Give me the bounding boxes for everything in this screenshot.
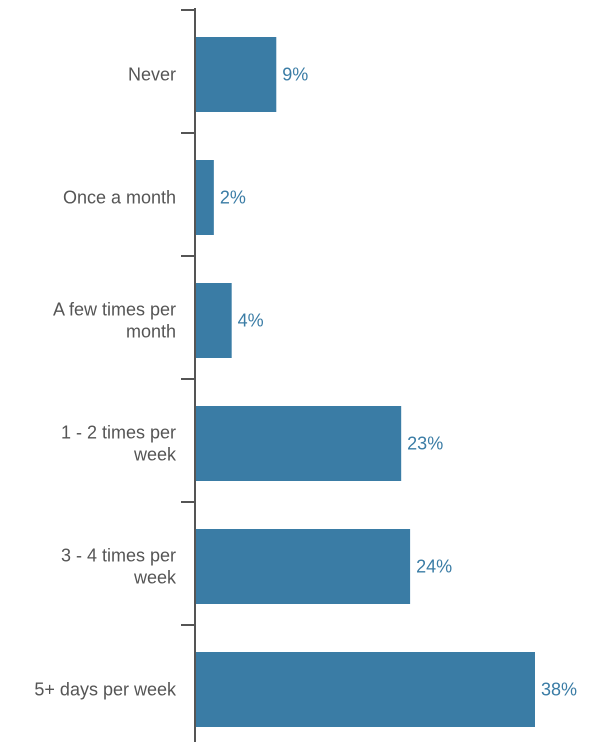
category-label: 1 - 2 times per [61,423,176,443]
data-label: 4% [238,311,264,331]
category-label: Never [128,65,176,85]
category-label: 5+ days per week [34,680,177,700]
data-label: 23% [407,434,443,454]
y-axis [181,8,196,742]
category-label: Once a month [63,188,176,208]
bar-4 [196,529,411,604]
data-label: 2% [220,188,246,208]
bar-3 [196,406,402,481]
category-label: A few times per [53,300,176,320]
data-label: 24% [416,557,452,577]
data-label: 9% [282,65,308,85]
bars [196,37,535,727]
bar-1 [196,160,214,235]
category-label: 3 - 4 times per [61,546,176,566]
bar-2 [196,283,232,358]
bar-5 [196,652,535,727]
data-label: 38% [541,680,577,700]
value-labels: 9% 2% 4% 23% 24% 38% [220,65,577,700]
category-label: month [126,322,176,342]
category-label: week [133,568,177,588]
category-label: week [133,445,177,465]
bar-0 [196,37,277,112]
